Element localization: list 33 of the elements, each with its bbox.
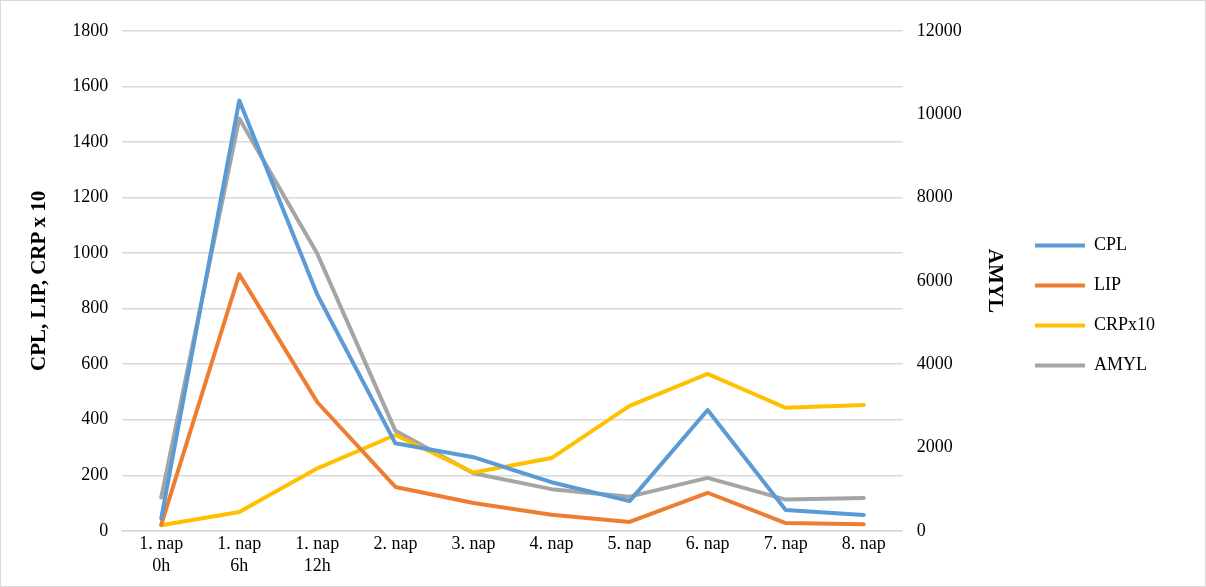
y-tick-label: 1000 xyxy=(72,241,109,262)
x-tick-label: 7. nap xyxy=(763,533,808,554)
legend-label: CPL xyxy=(1093,234,1127,255)
x-tick-label: 1. nap 6h xyxy=(217,533,262,575)
y2-tick-label: 4000 xyxy=(916,352,953,373)
y-axis-title: CPL, LIP, CRP x 10 xyxy=(26,190,51,371)
legend-label: LIP xyxy=(1093,274,1121,295)
y-tick-label: 1200 xyxy=(72,186,109,207)
x-tick-label: 1. nap 0h xyxy=(139,533,184,575)
y2-tick-label: 2000 xyxy=(916,436,953,457)
y-tick-label: 600 xyxy=(81,352,109,373)
y2-tick-label: 6000 xyxy=(916,269,953,290)
y-tick-label: 1600 xyxy=(72,75,109,96)
x-tick-label: 3. nap xyxy=(451,533,496,554)
y-tick-label: 1800 xyxy=(72,19,109,40)
y2-tick-label: 8000 xyxy=(916,186,953,207)
x-tick-label: 2. nap xyxy=(373,533,418,554)
y2-tick-label: 0 xyxy=(916,519,926,540)
y2-tick-label: 12000 xyxy=(916,19,962,40)
y2-tick-label: 10000 xyxy=(916,103,962,124)
y-tick-label: 400 xyxy=(81,408,109,429)
x-tick-label: 8. nap xyxy=(841,533,886,554)
y-tick-label: 0 xyxy=(99,519,109,540)
x-tick-label: 4. nap xyxy=(529,533,574,554)
y-tick-label: 1400 xyxy=(72,130,109,151)
y-tick-label: 200 xyxy=(81,464,109,484)
legend-label: CRPx10 xyxy=(1093,314,1156,335)
y-tick-label: 800 xyxy=(81,297,109,318)
x-tick-label: 6. nap xyxy=(685,533,730,554)
legend-label: AMYL xyxy=(1093,354,1147,375)
y2-axis-title: AMYL xyxy=(983,248,1008,313)
x-tick-label: 1. nap 12h xyxy=(295,533,340,575)
x-tick-label: 5. nap xyxy=(607,533,652,554)
